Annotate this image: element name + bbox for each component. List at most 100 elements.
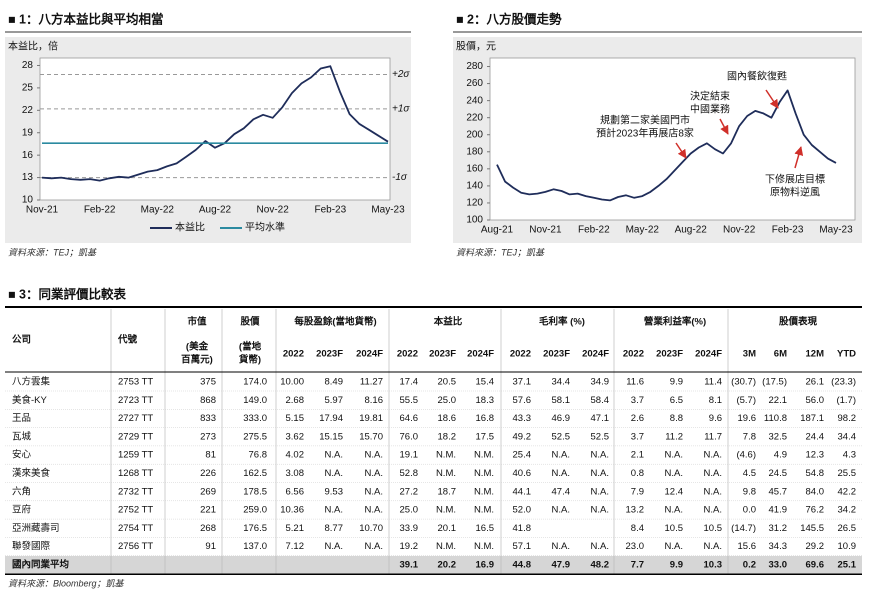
table-cell: 52.5	[591, 431, 610, 442]
header-price: 貨幣)	[239, 354, 261, 366]
table-cell: 868	[200, 395, 216, 406]
table-cell: 17.5	[476, 431, 495, 442]
header-group: 本益比	[434, 316, 463, 328]
table-cell: 9.6	[709, 413, 722, 424]
table-cell: 44.8	[513, 560, 532, 571]
header-sub: 2023F	[543, 349, 570, 360]
table-cell: 43.3	[513, 413, 532, 424]
table-cell: 18.7	[438, 486, 457, 497]
table-cell: N.M.	[474, 505, 494, 516]
series-line	[41, 65, 389, 182]
annotation-arrow	[765, 89, 779, 109]
table-cell: 3.7	[631, 431, 644, 442]
table-cell: N.A.	[365, 468, 383, 479]
table-cell: 2732 TT	[118, 486, 153, 497]
x-tick-label: Nov-21	[26, 205, 59, 216]
header-company: 公司	[12, 335, 31, 346]
x-tick-label: Aug-21	[481, 225, 514, 236]
company-name: 聯發國際	[12, 540, 51, 552]
table-cell: N.A.	[591, 505, 609, 516]
table-cell: N.A.	[325, 468, 343, 479]
table-cell: 0.0	[743, 505, 756, 516]
table-cell: N.A.	[552, 505, 570, 516]
table-cell: 10.3	[704, 560, 723, 571]
table-cell: 34.9	[591, 377, 610, 388]
table-cell: 9.53	[325, 486, 344, 497]
table-cell: N.A.	[704, 541, 722, 552]
table-cell: 5.97	[325, 395, 344, 406]
table-cell: 8.1	[709, 395, 722, 406]
table-cell: N.A.	[591, 468, 609, 479]
table-cell: 11.4	[704, 377, 722, 388]
header-sub: 2023F	[429, 349, 456, 360]
table-cell: N.A.	[365, 450, 383, 461]
header-sub: 2024F	[356, 349, 383, 360]
table-cell: N.M.	[436, 468, 456, 479]
table-cell: N.A.	[665, 468, 683, 479]
x-tick-label: Feb-23	[772, 225, 804, 236]
table-cell: N.A.	[665, 505, 683, 516]
table-cell: N.A.	[365, 486, 383, 497]
table-cell: 269	[200, 486, 216, 497]
table-cell: N.A.	[325, 541, 343, 552]
table-cell: 18.3	[476, 395, 495, 406]
table-cell: 5.15	[286, 413, 305, 424]
table-cell: 8.8	[670, 413, 683, 424]
table-cell: 10.9	[838, 541, 857, 552]
table-cell: 275.5	[243, 431, 267, 442]
header-mktcap: (美金	[186, 341, 209, 353]
company-name: 瓦城	[12, 431, 32, 442]
table-cell: 41.8	[513, 523, 532, 534]
company-name: 亞洲藏壽司	[12, 522, 60, 534]
table-cell: N.M.	[474, 450, 494, 461]
table-cell: 98.2	[838, 413, 857, 424]
table-cell: 16.9	[476, 560, 495, 571]
table-cell: N.A.	[552, 450, 570, 461]
table-cell: 26.5	[838, 523, 857, 534]
table-cell: 33.0	[769, 560, 788, 571]
table-cell: 49.2	[513, 431, 532, 442]
table-cell: 833	[200, 413, 216, 424]
table-cell: 24.4	[806, 431, 825, 442]
table-cell: 145.5	[800, 523, 824, 534]
table-cell: 47.1	[591, 413, 610, 424]
y-axis-title: 本益比，倍	[8, 40, 58, 53]
company-name: 安心	[12, 449, 32, 461]
table-cell: 34.3	[769, 541, 788, 552]
table-cell: N.A.	[704, 505, 722, 516]
table-cell: 3.62	[286, 431, 305, 442]
table-cell: 10.70	[359, 523, 383, 534]
x-tick-label: Nov-22	[257, 205, 290, 216]
reference-label: -1σ	[392, 172, 408, 183]
table-cell: 2.1	[631, 450, 644, 461]
header-code: 代號	[117, 334, 138, 346]
table-cell: N.M.	[474, 486, 494, 497]
table-cell: 20.1	[438, 523, 457, 534]
header-sub: 2024F	[695, 349, 722, 360]
annotation-arrow	[794, 146, 804, 169]
table-cell: 333.0	[243, 413, 267, 424]
table-cell: 15.4	[476, 377, 495, 388]
y-tick-label: 22	[22, 105, 34, 116]
table-cell: 48.2	[591, 560, 610, 571]
table-cell: 3.08	[286, 468, 305, 479]
table-cell: 41.9	[769, 505, 788, 516]
table-cell: 174.0	[243, 377, 267, 388]
average-row-bg	[5, 556, 862, 575]
table-cell: 0.2	[743, 560, 756, 571]
table-cell: 18.6	[438, 413, 457, 424]
table-cell: 47.4	[552, 486, 571, 497]
table-cell: N.A.	[365, 541, 383, 552]
table-cell: 12.4	[665, 486, 684, 497]
y-tick-label: 240	[466, 95, 483, 106]
plot-area	[39, 57, 391, 201]
table-cell: 178.5	[243, 486, 267, 497]
table-cell: 7.9	[631, 486, 644, 497]
table-cell: 2723 TT	[118, 395, 153, 406]
reference-label: +1σ	[392, 103, 410, 114]
table-cell: 64.6	[400, 413, 419, 424]
table-cell: 11.2	[665, 431, 683, 442]
annotation: 下修展店目標	[765, 173, 825, 186]
reference-label: +2σ	[392, 69, 410, 80]
table-cell: N.A.	[552, 541, 570, 552]
